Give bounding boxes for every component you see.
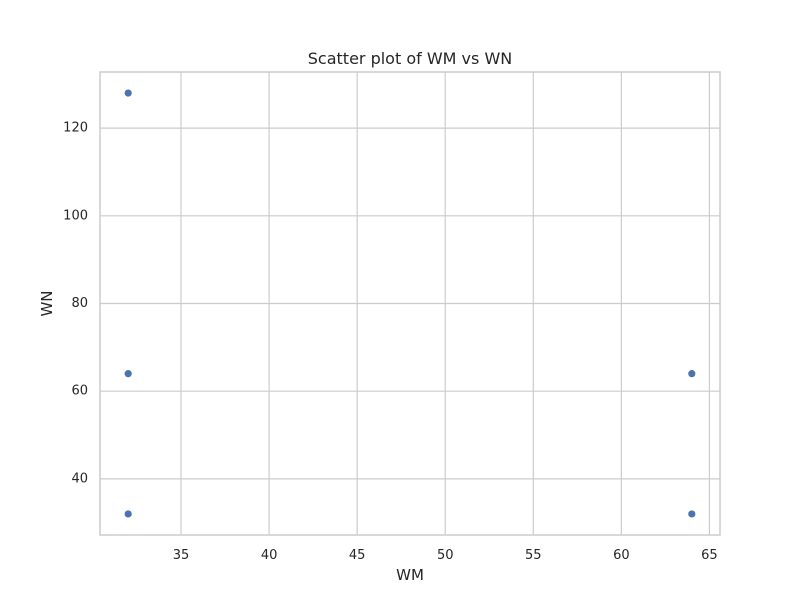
data-points [123,88,697,519]
y-tick-label: 120 [63,121,88,136]
scatter-point [123,369,133,379]
x-tick-label: 50 [437,548,454,563]
chart-title: Scatter plot of WM vs WN [308,49,512,68]
y-tick-label: 40 [71,471,88,486]
x-axis-ticks: 35 40 45 50 55 60 65 [173,548,718,563]
scatter-point [123,509,133,519]
x-tick-label: 55 [525,548,542,563]
x-tick-label: 40 [261,548,278,563]
x-axis-label: WM [396,566,424,584]
y-tick-label: 80 [71,296,88,311]
scatter-point [687,509,697,519]
x-tick-label: 45 [349,548,366,563]
grid [100,72,720,535]
y-tick-label: 60 [71,384,88,399]
y-axis-ticks: 40 60 80 100 120 [63,121,88,487]
x-tick-label: 35 [173,548,190,563]
y-tick-label: 100 [63,208,88,223]
plot-area [99,71,721,536]
y-axis-label: WN [38,290,56,316]
scatter-point [123,88,133,98]
x-tick-label: 65 [701,548,718,563]
scatter-point [687,369,697,379]
x-tick-label: 60 [613,548,630,563]
